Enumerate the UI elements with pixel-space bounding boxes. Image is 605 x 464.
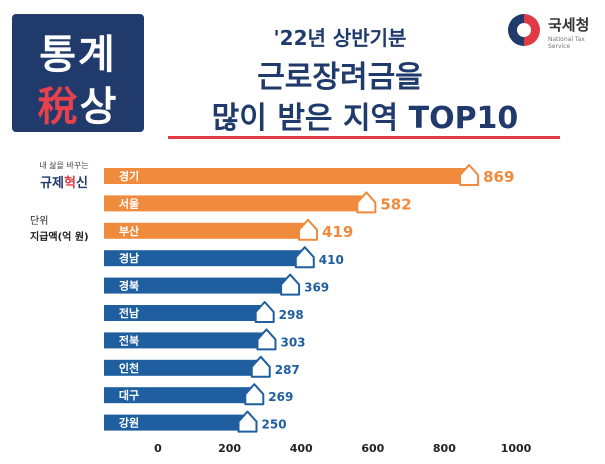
bar [154, 168, 470, 184]
house-marker-icon [298, 218, 319, 241]
house-marker-icon [254, 301, 275, 323]
category-label: 인천 [119, 361, 139, 375]
house-marker-icon [244, 383, 265, 406]
title-main: 근로장려금을 [257, 60, 423, 95]
data-label: 303 [280, 335, 305, 349]
house-marker-icon [459, 164, 480, 186]
logo-line2: 稅상 [12, 74, 144, 132]
house-marker-icon [237, 410, 258, 433]
data-label: 287 [275, 363, 300, 377]
category-tag [104, 168, 154, 184]
category-label: 전북 [119, 333, 139, 347]
category-tag [104, 305, 154, 321]
category-label: 전남 [119, 306, 139, 320]
data-label: 869 [483, 168, 514, 186]
house-marker-icon [250, 355, 271, 378]
bar [154, 250, 305, 267]
category-tag [104, 195, 154, 212]
category-tag [104, 277, 154, 294]
side-brand: 규제혁신 [28, 172, 100, 191]
bar [154, 332, 267, 349]
x-tick-label: 600 [361, 442, 384, 455]
category-tag [104, 250, 154, 267]
x-tick-label: 800 [433, 442, 456, 455]
unit-value: 지급액(억 원) [30, 232, 89, 243]
logo-accent: 稅 [37, 84, 80, 130]
category-label: 서울 [119, 196, 139, 210]
bar [154, 222, 309, 239]
x-tick-label: 400 [290, 442, 313, 455]
bar [154, 305, 265, 321]
category-label: 대구 [119, 388, 139, 402]
x-tick-label: 200 [218, 442, 241, 455]
x-tick-label: 0 [154, 442, 162, 455]
house-marker-icon [294, 246, 315, 269]
bar [154, 277, 291, 294]
data-label: 582 [380, 195, 411, 213]
category-label: 경북 [119, 279, 139, 293]
bar [154, 359, 261, 376]
category-tag [104, 359, 154, 376]
data-label: 250 [262, 418, 287, 432]
data-label: 410 [319, 253, 344, 267]
data-label: 269 [268, 390, 293, 404]
title-period: '22년 상반기분 [273, 26, 407, 50]
category-label: 부산 [119, 224, 139, 238]
category-tag [104, 332, 154, 349]
x-tick-label: 1000 [501, 442, 532, 455]
data-label: 419 [322, 223, 353, 241]
taegeuk-emblem-icon [508, 14, 540, 46]
category-tag [104, 414, 154, 431]
category-label: 경기 [119, 169, 139, 183]
logo-rest: 상 [79, 84, 119, 130]
house-marker-icon [280, 273, 301, 296]
bar [154, 195, 367, 212]
side-brand-a: 규제 [40, 176, 64, 191]
data-label: 298 [279, 308, 304, 322]
bar [154, 414, 248, 431]
bar [154, 387, 255, 404]
house-marker-icon [256, 328, 277, 351]
title-underline [168, 136, 560, 139]
agency-name: 국세청 [548, 16, 590, 34]
house-marker-icon [356, 191, 377, 214]
logo-line1: 통계 [39, 32, 117, 78]
agency-logo: 국세청 National Tax Service [508, 10, 600, 50]
category-label: 강원 [119, 416, 139, 430]
title-sub: 많이 받은 지역 TOP10 [211, 101, 519, 136]
stats-logo: 통계 稅상 [12, 14, 144, 132]
category-label: 경남 [119, 251, 139, 265]
category-tag [104, 387, 154, 404]
unit-label: 단위 [30, 216, 49, 227]
category-tag [104, 222, 154, 239]
data-label: 369 [304, 281, 329, 295]
side-brand-b: 신 [75, 176, 88, 191]
side-brand-accent: 혁 [63, 176, 76, 191]
side-tagline: 내 삶을 바꾸는 [39, 161, 89, 170]
agency-english-name: National Tax Service [548, 36, 585, 50]
